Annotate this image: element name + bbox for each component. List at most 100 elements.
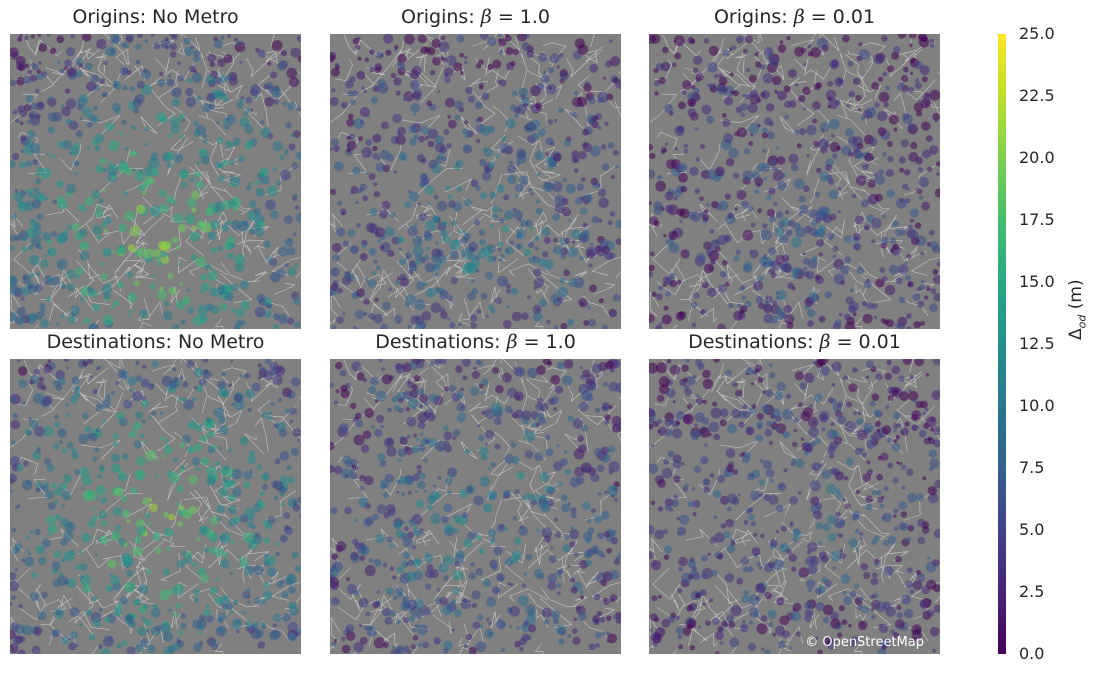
od-point [785, 393, 792, 400]
od-point [657, 506, 664, 512]
od-point [273, 495, 279, 501]
od-point [476, 309, 482, 314]
od-point [48, 524, 58, 534]
od-point [758, 493, 763, 498]
od-point [485, 314, 489, 318]
od-point [569, 529, 580, 540]
od-point [272, 374, 283, 385]
od-point [607, 633, 617, 644]
od-point [650, 251, 655, 257]
od-point [737, 303, 741, 308]
od-point [609, 39, 613, 43]
od-point [884, 566, 894, 576]
od-point [288, 143, 296, 151]
od-point [180, 469, 185, 473]
od-point [144, 39, 149, 44]
od-point [651, 595, 658, 602]
od-point [840, 573, 851, 584]
od-point [921, 121, 931, 131]
od-point [34, 528, 41, 536]
od-point [173, 612, 179, 618]
od-point [909, 218, 915, 223]
od-point [693, 465, 702, 474]
od-point [601, 163, 610, 172]
od-point [498, 50, 503, 55]
od-point [428, 159, 438, 169]
od-point [914, 222, 922, 229]
od-point [250, 108, 254, 112]
od-point [394, 45, 399, 50]
od-point [598, 298, 604, 304]
od-point [793, 417, 799, 423]
od-point [89, 375, 93, 380]
od-point [166, 78, 175, 87]
od-point [196, 304, 208, 316]
od-point [871, 302, 878, 310]
od-point [280, 169, 292, 181]
od-point [362, 430, 372, 439]
od-point [244, 140, 254, 150]
od-point [878, 623, 883, 628]
od-point [882, 214, 886, 219]
od-point [422, 281, 428, 287]
panel-title: Origins: β = 1.0 [401, 6, 550, 28]
od-point [874, 102, 880, 108]
od-point [514, 193, 519, 198]
od-point [720, 495, 730, 505]
map-canvas [649, 34, 940, 329]
od-point [599, 616, 606, 623]
od-point [516, 34, 528, 42]
od-point [753, 532, 758, 537]
od-point [536, 397, 544, 404]
od-point [430, 302, 442, 314]
od-point [464, 132, 470, 138]
od-point [833, 436, 843, 445]
od-point [103, 60, 108, 66]
od-point [724, 281, 730, 287]
od-point [694, 423, 698, 427]
od-point [458, 322, 463, 327]
od-point [357, 56, 362, 61]
od-point [852, 367, 858, 373]
od-point [157, 240, 167, 251]
od-point [186, 445, 194, 453]
od-point [245, 620, 252, 628]
od-point [21, 624, 33, 636]
od-point [124, 210, 135, 222]
od-point [10, 581, 19, 592]
od-point [497, 34, 503, 38]
od-point [921, 76, 928, 83]
od-point [257, 49, 266, 58]
od-point [912, 292, 921, 301]
od-point [567, 634, 572, 639]
od-point [612, 149, 619, 156]
od-point [216, 286, 226, 295]
od-point [297, 55, 301, 63]
od-point [273, 98, 280, 105]
od-point [799, 204, 809, 214]
od-point [814, 191, 821, 198]
od-point [137, 34, 143, 39]
od-point [649, 362, 658, 374]
od-point [396, 479, 401, 485]
od-point [888, 264, 899, 275]
od-point [929, 38, 934, 43]
od-point [193, 69, 198, 74]
od-point [223, 284, 233, 294]
od-point [230, 610, 234, 614]
od-point [199, 631, 203, 635]
od-point [481, 247, 485, 251]
od-point [99, 607, 103, 612]
od-point [375, 399, 378, 403]
od-point [852, 511, 860, 519]
od-point [512, 48, 519, 56]
od-point [69, 395, 78, 404]
od-point [835, 409, 843, 418]
od-point [368, 247, 377, 256]
od-point [721, 112, 727, 118]
colorbar-tick: 0.0 [1019, 644, 1045, 663]
od-point [78, 550, 83, 554]
od-point [204, 421, 213, 430]
od-point [857, 604, 864, 611]
map-panel-destinations-beta-1: Destinations: β = 1.0 [330, 331, 621, 654]
